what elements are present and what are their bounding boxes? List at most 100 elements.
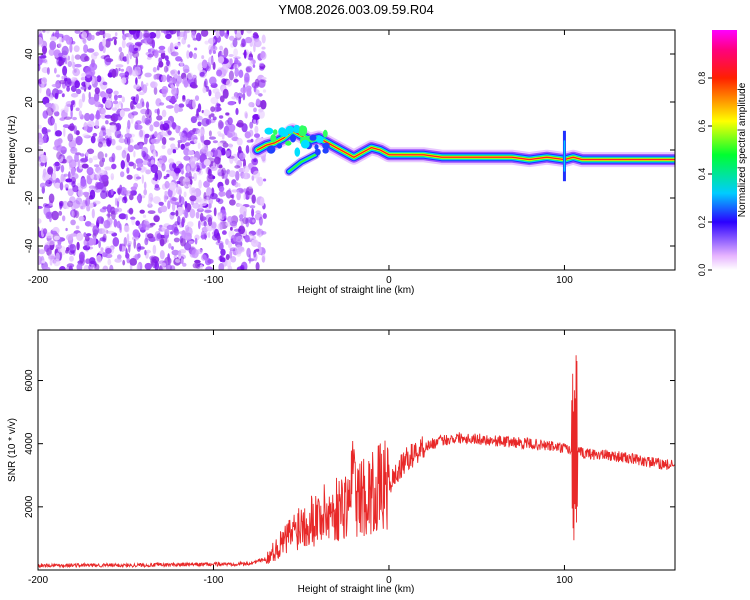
noise-blob (238, 69, 244, 79)
noise-blob (229, 58, 233, 65)
noise-blob (262, 213, 267, 219)
noise-blob (71, 180, 76, 188)
noise-blob (111, 210, 116, 220)
noise-blob (210, 97, 219, 105)
noise-blob (234, 244, 243, 255)
noise-blob (187, 184, 192, 188)
noise-blob (122, 33, 127, 41)
noise-blob (170, 211, 176, 216)
noise-blob (141, 150, 147, 158)
noise-blob (114, 207, 123, 213)
noise-blob (166, 74, 170, 83)
noise-blob (212, 116, 217, 121)
noise-blob (118, 213, 127, 220)
noise-blob (194, 95, 200, 101)
noise-blob (132, 50, 140, 59)
noise-blob (81, 31, 88, 39)
noise-blob (242, 172, 251, 180)
noise-blob (107, 258, 112, 266)
noise-blob (201, 146, 209, 154)
noise-blob (130, 216, 136, 220)
noise-blob (61, 45, 69, 56)
noise-blob (160, 262, 166, 267)
noise-blob (250, 138, 254, 143)
noise-blob (93, 51, 99, 57)
noise-blob (167, 200, 171, 210)
noise-blob (255, 248, 260, 252)
noise-blob (110, 188, 114, 196)
noise-blob (261, 255, 266, 263)
y-tick-label: 4000 (24, 432, 35, 455)
noise-blob (230, 194, 234, 199)
noise-blob (78, 251, 85, 261)
noise-blob (75, 225, 80, 230)
noise-blob (97, 135, 105, 144)
noise-blob (160, 131, 169, 136)
noise-blob (89, 223, 95, 228)
noise-blob (92, 225, 100, 235)
noise-blob (99, 237, 106, 242)
noise-blob (189, 186, 193, 195)
noise-blob (122, 107, 131, 112)
noise-blob (126, 153, 130, 163)
noise-blob (183, 155, 191, 161)
noise-blob (141, 101, 145, 108)
noise-blob (188, 150, 195, 156)
noise-blob (119, 109, 125, 118)
noise-blob (158, 173, 161, 181)
noise-blob (109, 124, 117, 133)
noise-blob (89, 202, 94, 209)
noise-blob (235, 107, 239, 116)
noise-blob (41, 58, 48, 64)
noise-blob (118, 67, 121, 72)
noise-blob (57, 60, 65, 66)
noise-blob (95, 31, 101, 36)
noise-blob (126, 233, 130, 244)
noise-blob (80, 205, 84, 210)
noise-blob (195, 211, 200, 219)
noise-blob (255, 98, 261, 106)
noise-blob (234, 30, 237, 35)
noise-blob (77, 189, 84, 197)
noise-blob (60, 173, 65, 184)
noise-blob (103, 219, 111, 229)
noise-blob (74, 80, 80, 89)
noise-blob (65, 178, 73, 183)
noise-blob (39, 85, 42, 94)
noise-blob (85, 71, 92, 79)
noise-blob (213, 207, 217, 217)
noise-blob (159, 102, 165, 106)
noise-blob (245, 112, 248, 119)
noise-blob (109, 264, 114, 270)
noise-blob (126, 190, 131, 197)
y-tick-label: 20 (24, 96, 35, 108)
signal-blob (294, 147, 301, 157)
x-tick-label: 0 (386, 575, 392, 586)
noise-blob (251, 208, 255, 218)
noise-blob (238, 225, 246, 235)
noise-blob (219, 213, 223, 220)
noise-blob (168, 181, 177, 191)
signal-blob (300, 139, 310, 149)
noise-blob (38, 218, 42, 225)
noise-blob (244, 234, 250, 243)
noise-blob (121, 96, 126, 103)
noise-blob (145, 82, 149, 87)
noise-blob (67, 188, 74, 197)
noise-blob (208, 89, 212, 97)
noise-blob (231, 96, 238, 100)
noise-blob (231, 189, 239, 193)
noise-blob (66, 86, 70, 92)
snr-frame (37, 329, 676, 571)
noise-blob (134, 253, 140, 260)
noise-blob (60, 164, 65, 173)
noise-blob (190, 116, 197, 124)
noise-blob (161, 109, 167, 118)
noise-blob (197, 128, 205, 137)
noise-blob (50, 230, 58, 235)
noise-blob (194, 237, 198, 245)
noise-blob (259, 62, 265, 67)
noise-blob (143, 167, 147, 171)
noise-blob (245, 145, 250, 154)
noise-blob (174, 103, 179, 114)
